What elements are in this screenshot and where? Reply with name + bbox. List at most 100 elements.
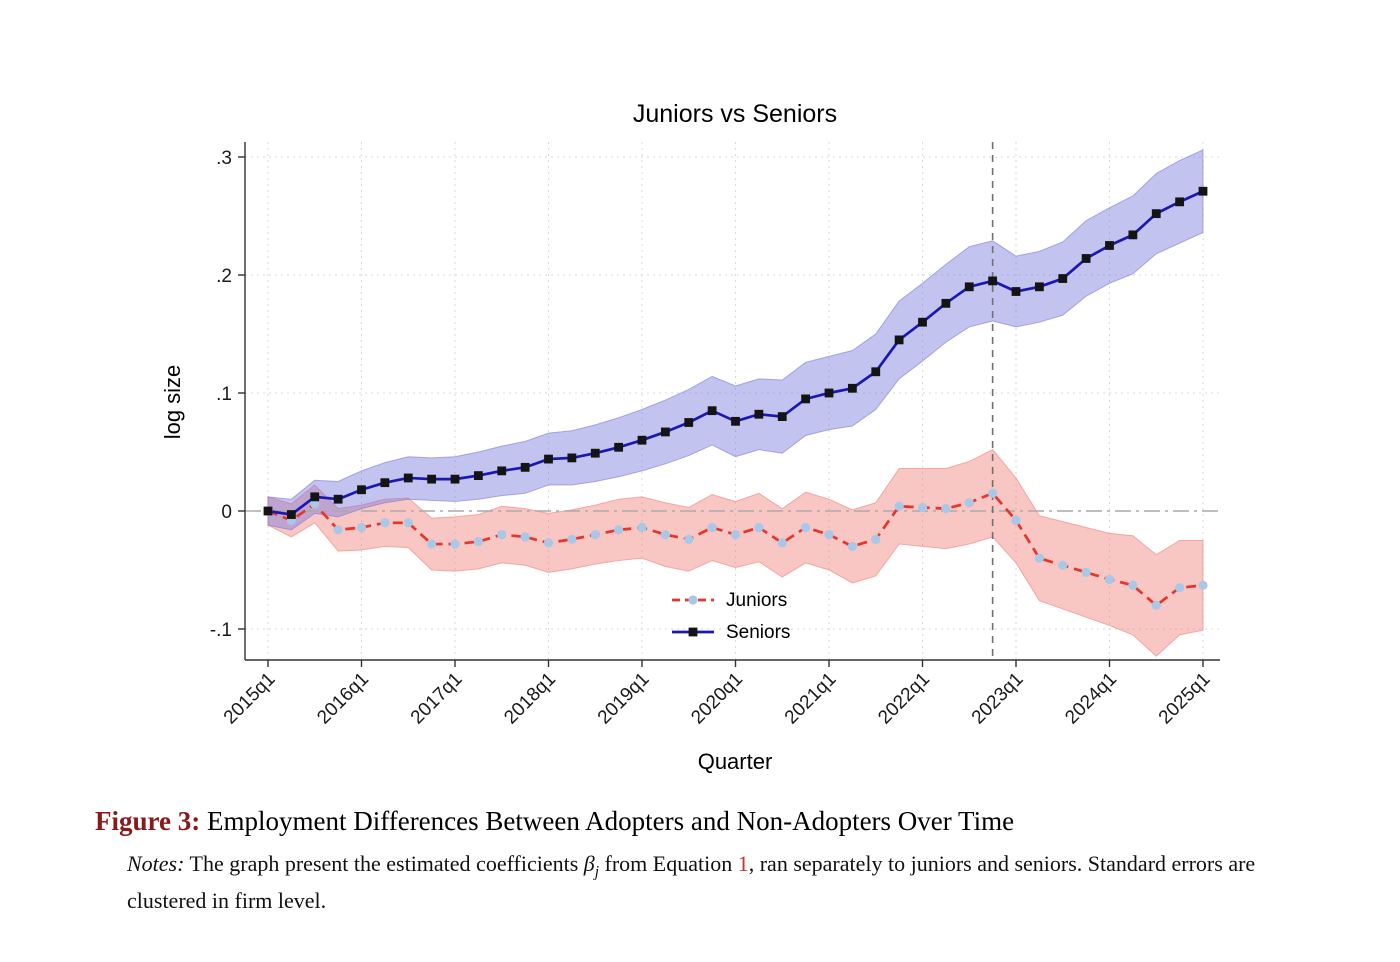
marker-square bbox=[1128, 230, 1138, 240]
marker-square bbox=[1198, 186, 1208, 196]
legend-label: Seniors bbox=[726, 622, 790, 643]
x-tick-label: 2024q1 bbox=[1061, 669, 1121, 729]
marker-dot bbox=[917, 502, 928, 513]
marker-square bbox=[1034, 282, 1044, 292]
chart-title: Juniors vs Seniors bbox=[633, 100, 837, 128]
figure-notes: Notes: The graph present the estimated c… bbox=[127, 847, 1267, 917]
marker-square bbox=[988, 276, 998, 286]
marker-square bbox=[614, 442, 624, 452]
marker-dot bbox=[1175, 583, 1185, 593]
marker-dot bbox=[637, 522, 647, 533]
y-tick-label: .1 bbox=[216, 384, 232, 405]
marker-square bbox=[660, 427, 670, 437]
marker-dot bbox=[754, 522, 764, 533]
chart: Juniors vs Seniors log size Quarter .3 .2… bbox=[160, 100, 1220, 774]
markers-seniors bbox=[263, 186, 1208, 519]
marker-dot bbox=[1151, 600, 1161, 611]
marker-square bbox=[310, 492, 320, 502]
figure-label: Figure 3: bbox=[95, 806, 201, 836]
marker-dot bbox=[473, 537, 483, 547]
legend: Juniors Seniors bbox=[672, 590, 790, 643]
marker-square bbox=[473, 471, 483, 480]
marker-dot bbox=[684, 534, 694, 544]
marker-square bbox=[333, 494, 343, 504]
marker-dot bbox=[1128, 580, 1138, 590]
y-tick-label: .2 bbox=[216, 266, 232, 287]
marker-square bbox=[824, 388, 834, 398]
marker-square bbox=[380, 478, 390, 488]
marker-square bbox=[1105, 241, 1114, 250]
marker-dot bbox=[941, 504, 951, 514]
marker-square bbox=[871, 367, 881, 377]
notes-text-3: , ran separately to juniors and seniors.… bbox=[127, 851, 1256, 913]
marker-dot bbox=[1104, 574, 1115, 585]
x-tick-label: 2020q1 bbox=[687, 669, 747, 729]
x-tick-label: 2015q1 bbox=[220, 669, 280, 729]
marker-dot bbox=[567, 534, 577, 544]
equation-reference[interactable]: 1 bbox=[737, 851, 749, 876]
y-tick-label: 0 bbox=[221, 502, 232, 523]
marker-square bbox=[918, 317, 927, 327]
marker-square bbox=[847, 383, 857, 393]
marker-square bbox=[263, 506, 273, 516]
marker-square bbox=[964, 282, 974, 292]
marker-dot bbox=[847, 541, 857, 552]
marker-square bbox=[567, 453, 577, 463]
marker-square bbox=[590, 448, 600, 458]
x-tick-label: 2023q1 bbox=[968, 669, 1028, 729]
notes-label: Notes: bbox=[127, 851, 185, 876]
marker-square bbox=[427, 474, 437, 484]
marker-square bbox=[941, 298, 951, 308]
series-markers bbox=[263, 186, 1208, 611]
marker-dot bbox=[520, 532, 530, 542]
y-tick-label: -.1 bbox=[210, 620, 232, 641]
marker-square bbox=[497, 466, 507, 476]
legend-label: Juniors bbox=[726, 590, 787, 611]
marker-dot bbox=[310, 499, 320, 509]
x-tick-label: 2016q1 bbox=[313, 669, 373, 729]
legend-marker bbox=[688, 627, 698, 637]
x-axis-label: Quarter bbox=[698, 749, 773, 774]
marker-square bbox=[684, 418, 694, 427]
marker-dot bbox=[380, 518, 390, 528]
marker-square bbox=[1151, 209, 1161, 219]
marker-square bbox=[357, 485, 366, 495]
marker-dot bbox=[543, 538, 554, 548]
marker-dot bbox=[590, 530, 600, 540]
marker-square bbox=[544, 454, 553, 464]
marker-dot bbox=[450, 539, 460, 549]
marker-dot bbox=[801, 522, 811, 533]
notes-text-1: The graph present the estimated coeffici… bbox=[184, 851, 584, 876]
marker-dot bbox=[777, 538, 787, 548]
x-tick-label: 2017q1 bbox=[407, 669, 467, 729]
marker-dot bbox=[1011, 515, 1021, 526]
x-tick-label: 2022q1 bbox=[874, 669, 934, 729]
marker-square bbox=[731, 416, 740, 426]
marker-dot bbox=[707, 522, 717, 533]
notes-text-2: from Equation bbox=[599, 851, 738, 876]
marker-dot bbox=[988, 488, 998, 498]
marker-dot bbox=[730, 530, 741, 540]
marker-square bbox=[637, 435, 647, 445]
marker-dot bbox=[614, 525, 624, 535]
gridlines bbox=[245, 142, 1220, 660]
x-tick-label: 2025q1 bbox=[1155, 669, 1215, 729]
marker-dot bbox=[964, 498, 974, 508]
marker-square bbox=[450, 474, 460, 484]
figure-caption: Figure 3: Employment Differences Between… bbox=[95, 806, 1340, 837]
marker-square bbox=[777, 412, 787, 421]
marker-square bbox=[801, 394, 811, 404]
y-tick-label: .3 bbox=[216, 148, 232, 169]
marker-dot bbox=[427, 539, 437, 549]
marker-dot bbox=[660, 530, 670, 540]
marker-square bbox=[520, 462, 530, 472]
marker-square bbox=[286, 510, 296, 519]
marker-dot bbox=[333, 525, 343, 535]
marker-dot bbox=[1198, 580, 1208, 590]
legend-marker bbox=[688, 595, 698, 605]
marker-square bbox=[754, 409, 764, 419]
x-tick-label: 2021q1 bbox=[781, 669, 841, 729]
marker-dot bbox=[824, 530, 834, 540]
marker-square bbox=[707, 406, 717, 416]
marker-square bbox=[1081, 254, 1091, 263]
